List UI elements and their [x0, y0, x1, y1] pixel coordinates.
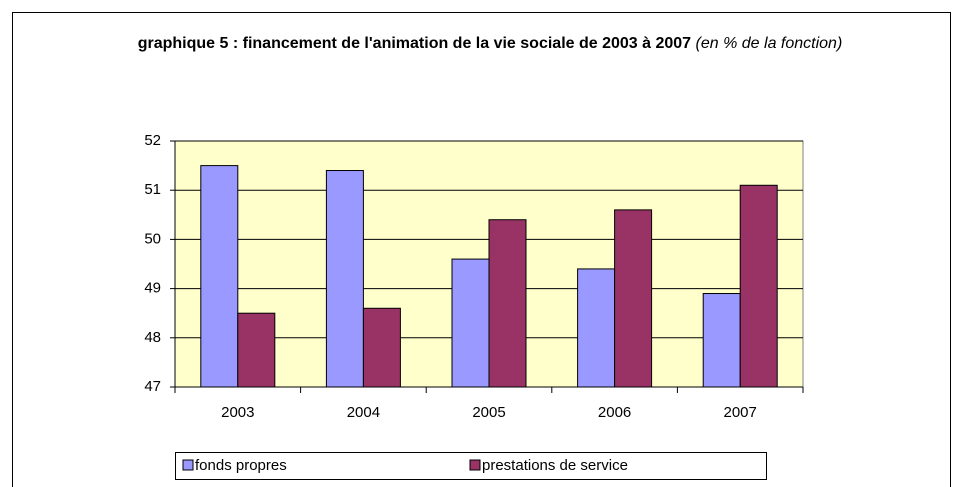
bar — [200, 165, 239, 388]
chart-title-block: graphique 5 : financement de l'animation… — [120, 32, 860, 55]
bar — [739, 184, 778, 388]
bar — [362, 307, 401, 388]
x-tick-label: 2007 — [724, 404, 757, 421]
bar — [325, 170, 364, 388]
legend-swatch — [182, 459, 194, 471]
y-tick-label: 52 — [144, 132, 161, 149]
y-tick-label: 51 — [144, 181, 161, 198]
x-tick-label: 2005 — [472, 404, 505, 421]
bar — [577, 268, 616, 388]
bar — [614, 209, 653, 388]
y-tick-label: 47 — [144, 378, 161, 395]
legend-label: prestations de service — [482, 457, 628, 474]
y-tick-label: 50 — [144, 230, 161, 247]
chart-subtitle: (en % de la fonction) — [695, 35, 843, 52]
legend-label: fonds propres — [195, 457, 287, 474]
bar — [451, 258, 490, 388]
x-tick-label: 2006 — [598, 404, 631, 421]
bar — [488, 219, 527, 388]
y-tick-label: 48 — [144, 329, 161, 346]
chart-title: graphique 5 : financement de l'animation… — [137, 35, 692, 52]
x-tick-label: 2003 — [221, 404, 254, 421]
x-tick-label: 2004 — [347, 404, 380, 421]
y-tick-label: 49 — [144, 280, 161, 297]
bar — [237, 312, 276, 388]
bar — [702, 293, 741, 388]
legend-swatch — [469, 459, 481, 471]
